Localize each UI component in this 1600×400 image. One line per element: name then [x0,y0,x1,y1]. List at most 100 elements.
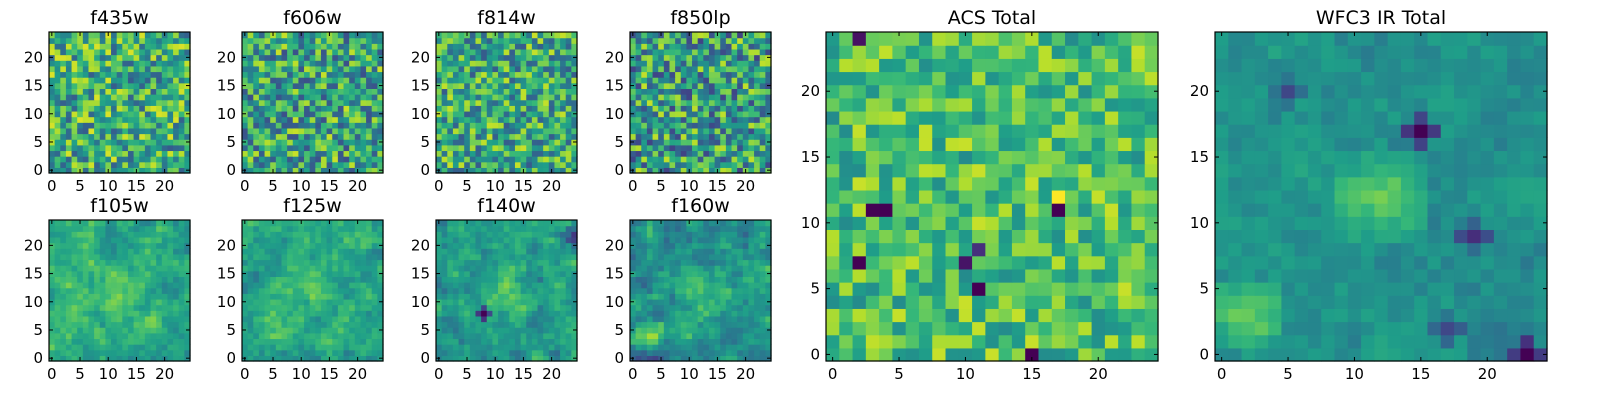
heatmap-cell [156,327,163,334]
heatmap-cell [503,144,510,152]
heatmap-cell [343,355,350,362]
heatmap-cell [304,321,311,328]
heatmap-cell [326,293,333,300]
heatmap-cell [320,355,328,362]
heatmap-cell [486,37,493,44]
heatmap-cell [320,43,328,50]
heatmap-cell [326,276,333,283]
heatmap-cell [332,88,339,95]
heatmap-cell [122,304,129,311]
heatmap-cell [161,310,169,317]
heatmap-cell [658,161,665,168]
heatmap-cell [77,225,84,232]
heatmap-cell [543,88,550,95]
heatmap-cell [287,304,294,311]
heatmap-cell [537,349,544,356]
heatmap-cell [630,37,637,44]
heatmap-cell [133,259,140,266]
heatmap-cell [258,156,266,163]
heatmap-cell [281,304,288,311]
heatmap-cell [264,43,271,50]
heatmap-cell [354,242,362,249]
heatmap-cell [264,127,271,135]
heatmap-cell [111,338,118,345]
heatmap-cell [458,344,465,351]
heatmap-cell [680,82,687,89]
heatmap-cell [264,248,271,255]
heatmap-cell [71,332,78,340]
heatmap-cell [481,77,488,84]
heatmap-cell [725,43,733,50]
heatmap-cell [264,71,271,78]
heatmap-cell [571,71,578,78]
heatmap-cell [514,332,522,340]
heatmap-cell [173,43,180,50]
heatmap-cell [287,293,294,300]
heatmap-cell [481,161,488,168]
heatmap-cell [697,282,704,289]
heatmap-cell [635,82,642,89]
heatmap-cell [663,48,671,56]
heatmap-cell [65,82,73,89]
heatmap-cell [71,321,78,328]
heatmap-cell [150,321,157,328]
heatmap-cell [349,327,356,334]
heatmap-cell [332,270,339,277]
heatmap-cell [60,54,67,61]
heatmap-cell [304,139,311,146]
heatmap-cell [247,37,254,44]
heatmap-cell [652,315,659,323]
heatmap-cell [503,315,510,323]
heatmap-cell [304,231,311,238]
heatmap-cell [498,332,505,340]
heatmap-cell [292,144,299,152]
heatmap-cell [144,167,152,174]
heatmap-cell [253,321,260,328]
heatmap-cell [264,242,271,249]
heatmap-cell [315,167,322,174]
heatmap-cell [173,139,180,146]
heatmap-cell [242,310,249,317]
heatmap-cell [65,60,73,67]
heatmap-cell [343,167,350,174]
y-tick-label: 5 [614,133,624,151]
heatmap-cell [242,236,249,244]
heatmap-cell [548,242,556,249]
heatmap-cell [464,287,471,294]
heatmap-cell [635,144,642,152]
heatmap-cell [287,127,294,135]
heatmap-cell [94,82,101,89]
heatmap-cell [742,150,750,157]
heatmap-cell [692,349,699,356]
heatmap-cell [366,338,373,345]
heatmap-cell [287,259,294,266]
heatmap-cell [669,315,676,323]
heatmap-cell [725,310,733,317]
heatmap-cell [548,276,556,283]
heatmap-cell [526,344,533,351]
heatmap-cell [287,167,294,174]
heatmap-cell [520,321,527,328]
x-tick-label: 5 [75,177,85,195]
heatmap-cell [360,231,367,238]
heatmap-cell [531,276,539,283]
heatmap-cell [111,253,118,261]
heatmap-cell [156,231,163,238]
heatmap-cell [111,315,118,323]
heatmap-cell [526,355,533,362]
heatmap-cell [481,225,488,232]
heatmap-cell [366,242,373,249]
heatmap-cell [60,298,67,306]
heatmap-cell [77,105,84,112]
heatmap-cell [486,282,493,289]
heatmap-cell [377,265,384,272]
heatmap-cell [343,242,350,249]
heatmap-cell [742,133,750,140]
heatmap-cell [554,298,561,306]
heatmap-cell [281,298,288,306]
heatmap-cell [697,327,704,334]
heatmap-cell [133,150,140,157]
heatmap-cell [520,156,527,163]
heatmap-cell [287,32,294,39]
heatmap-cell [247,327,254,334]
